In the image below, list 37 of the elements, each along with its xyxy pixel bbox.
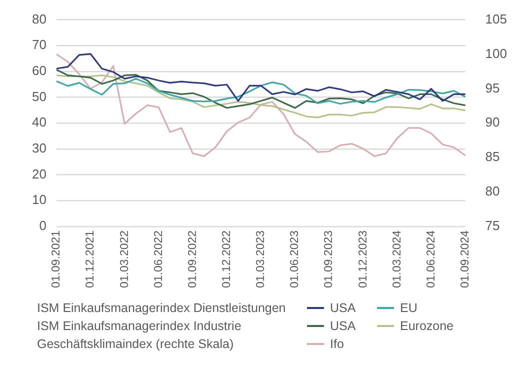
x-tick-label: 01.06.2022 [152,230,165,288]
x-tick-label: 01.06.2023 [289,230,302,288]
x-tick-label: 01.09.2024 [459,230,472,288]
x-tick-label: 01.12.2021 [84,230,97,288]
text: Geschäftsklimaindex (rechte Skala) [37,336,235,352]
y2-tick-label: 75 [485,218,500,234]
legend-label: EU [400,300,418,316]
x-tick-label: 01.09.2021 [50,230,63,288]
x-tick-label: 01.09.2022 [186,230,199,288]
y-tick-label: 80 [32,11,46,26]
legend-label: Ifo [330,336,344,352]
y-tick-label: 70 [32,37,46,52]
y-tick-label: 30 [32,140,46,156]
y2-tick-label: 95 [485,80,500,96]
y2-tick-label: 85 [485,149,500,164]
x-tick-label: 01.03.2024 [391,230,404,288]
y-tick-label: 60 [32,63,46,78]
y2-tick-label: 80 [485,184,500,199]
text: ISM Einkaufsmanagerindex Industrie [37,318,242,334]
y-tick-label: 10 [32,192,46,208]
legend-label: USA [330,318,356,334]
legend-label: USA [330,300,356,316]
x-tick-label: 01.12.2023 [357,230,370,288]
text: ISM Einkaufsmanagerindex Dienstleistungen [37,300,287,316]
y2-tick-label: 100 [485,46,508,61]
y-tick-label: 40 [32,114,46,130]
y-tick-label: 20 [32,166,46,182]
legend-label: Eurozone [400,318,454,334]
x-tick-label: 01.03.2022 [118,230,131,288]
x-tick-label: 01.06.2024 [425,230,438,288]
y-tick-label: 0 [39,218,46,234]
y-tick-label: 50 [32,88,46,104]
y2-tick-label: 105 [485,11,508,26]
y2-tick-label: 90 [485,114,500,130]
x-tick-label: 01.03.2023 [255,230,268,288]
x-tick-label: 01.09.2023 [323,230,336,288]
x-tick-label: 01.12.2022 [220,230,233,288]
